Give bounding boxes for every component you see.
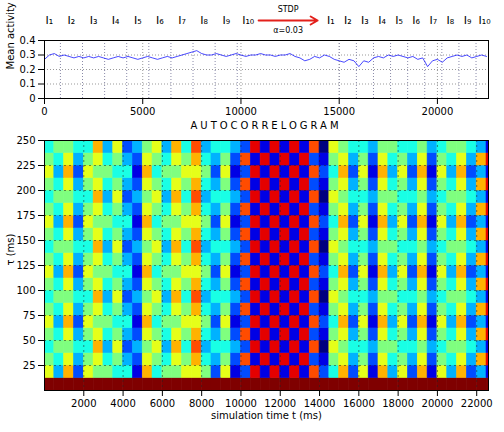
svg-text:200: 200	[16, 185, 35, 196]
svg-text:15000: 15000	[323, 106, 355, 117]
svg-text:250: 250	[16, 135, 35, 146]
svg-text:0.1: 0.1	[20, 78, 36, 89]
svg-text:I₉: I₉	[464, 14, 472, 27]
svg-text:I₂: I₂	[344, 14, 352, 27]
svg-text:8000: 8000	[189, 398, 214, 409]
svg-text:I₆: I₆	[412, 14, 420, 27]
svg-text:I₁₀: I₁₀	[242, 14, 255, 27]
svg-text:I₃: I₃	[90, 14, 98, 27]
svg-text:75: 75	[23, 310, 36, 321]
html-text:AUTOCORRELOGRAM: AUTOCORRELOGRAM	[190, 120, 342, 131]
svg-text:I₈: I₈	[200, 14, 208, 27]
svg-text:I₁: I₁	[46, 14, 54, 27]
svg-text:0: 0	[29, 93, 35, 104]
svg-text:I₁₀: I₁₀	[479, 14, 492, 27]
svg-text:I₉: I₉	[222, 14, 230, 27]
svg-text:0: 0	[41, 106, 47, 117]
svg-text:I₆: I₆	[156, 14, 164, 27]
svg-text:125: 125	[16, 260, 35, 271]
svg-text:5000: 5000	[130, 106, 155, 117]
svg-text:22000: 22000	[461, 398, 493, 409]
svg-text:0.3: 0.3	[20, 49, 36, 60]
svg-text:I₅: I₅	[134, 14, 142, 27]
svg-text:0.2: 0.2	[20, 64, 36, 75]
svg-text:0.4: 0.4	[20, 35, 36, 46]
svg-text:I₄: I₄	[378, 14, 386, 27]
svg-text:simulation time t (ms): simulation time t (ms)	[211, 410, 322, 421]
svg-text:I₂: I₂	[68, 14, 76, 27]
svg-text:τ (ms): τ (ms)	[5, 233, 16, 265]
svg-text:20000: 20000	[422, 398, 454, 409]
svg-text:I₄: I₄	[112, 14, 120, 27]
svg-text:I₈: I₈	[447, 14, 455, 27]
svg-text:20000: 20000	[422, 106, 454, 117]
svg-text:α=0.03: α=0.03	[273, 26, 303, 35]
svg-text:STDP: STDP	[278, 5, 299, 14]
svg-text:14000: 14000	[304, 398, 336, 409]
svg-text:175: 175	[16, 210, 35, 221]
svg-text:Mean activity: Mean activity	[5, 2, 16, 69]
svg-text:10000: 10000	[225, 398, 257, 409]
svg-text:225: 225	[16, 160, 35, 171]
svg-text:4000: 4000	[110, 398, 135, 409]
svg-text:6000: 6000	[150, 398, 175, 409]
svg-text:16000: 16000	[343, 398, 375, 409]
svg-text:I₇: I₇	[429, 14, 437, 27]
svg-text:12000: 12000	[264, 398, 296, 409]
svg-text:25: 25	[23, 360, 36, 371]
svg-text:100: 100	[16, 285, 35, 296]
svg-text:150: 150	[16, 235, 35, 246]
svg-text:I₃: I₃	[361, 14, 369, 27]
svg-text:50: 50	[23, 335, 36, 346]
svg-text:2000: 2000	[71, 398, 96, 409]
svg-text:18000: 18000	[382, 398, 414, 409]
svg-text:I₅: I₅	[395, 14, 403, 27]
svg-text:10000: 10000	[225, 106, 257, 117]
svg-text:I₁: I₁	[327, 14, 335, 27]
svg-text:I₇: I₇	[178, 14, 186, 27]
